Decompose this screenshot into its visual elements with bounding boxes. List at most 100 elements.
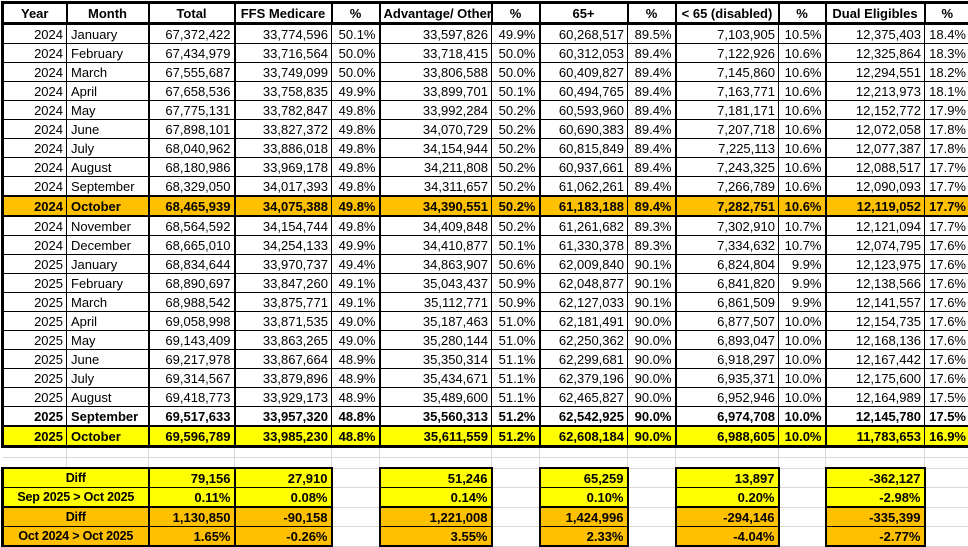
cell-under65-pct: 10.5% (779, 24, 826, 44)
cell-dual-pct: 17.6% (925, 312, 968, 331)
cell-ffs-pct: 49.8% (332, 158, 380, 177)
cell-under65-disabled: 7,302,910 (676, 216, 779, 236)
gridline-cell (332, 447, 380, 458)
cell-under65-pct: 10.7% (779, 236, 826, 255)
cell-total: 69,418,773 (149, 388, 235, 407)
summary-value-cell: 27,910 (235, 468, 332, 488)
cell-dual-pct: 18.2% (925, 63, 968, 82)
cell-ffs-medicare: 33,985,230 (235, 426, 332, 447)
cell-ffs-pct: 50.0% (332, 44, 380, 63)
cell-ffs-pct: 49.1% (332, 293, 380, 312)
summary-value-cell: -362,127 (826, 468, 925, 488)
cell-advantage-pct: 51.1% (492, 388, 540, 407)
cell-month: April (67, 82, 149, 101)
cell-year: 2024 (3, 120, 67, 139)
summary-gap-cell (779, 488, 826, 508)
table-row: 2025 May 69,143,409 33,863,265 49.0% 35,… (3, 331, 968, 350)
cell-advantage-other: 35,560,313 (380, 407, 492, 427)
cell-dual-eligibles: 12,152,772 (826, 101, 925, 120)
cell-advantage-other: 35,112,771 (380, 293, 492, 312)
cell-ffs-medicare: 33,879,896 (235, 369, 332, 388)
cell-advantage-other: 33,806,588 (380, 63, 492, 82)
cell-65plus-pct: 89.4% (628, 44, 676, 63)
cell-ffs-pct: 48.9% (332, 388, 380, 407)
gridline-cell (235, 458, 332, 469)
cell-under65-pct: 10.6% (779, 82, 826, 101)
cell-dual-pct: 18.4% (925, 24, 968, 44)
cell-advantage-other: 33,718,415 (380, 44, 492, 63)
cell-advantage-pct: 50.2% (492, 139, 540, 158)
cell-under65-disabled: 6,877,507 (676, 312, 779, 331)
table-row: 2024 November 68,564,592 34,154,744 49.8… (3, 216, 968, 236)
cell-advantage-other: 34,070,729 (380, 120, 492, 139)
cell-ffs-medicare: 33,957,320 (235, 407, 332, 427)
cell-advantage-pct: 50.6% (492, 255, 540, 274)
cell-65plus-pct: 90.0% (628, 426, 676, 447)
cell-total: 68,665,010 (149, 236, 235, 255)
cell-advantage-pct: 50.1% (492, 236, 540, 255)
table-row: 2025 January 68,834,644 33,970,737 49.4%… (3, 255, 968, 274)
cell-total: 68,329,050 (149, 177, 235, 197)
col-header-under65-pct: % (779, 3, 826, 24)
cell-dual-eligibles: 12,213,973 (826, 82, 925, 101)
gridline-cell (492, 458, 540, 469)
col-header-advantage-other: Advantage/ Other (380, 3, 492, 24)
cell-dual-eligibles: 12,145,780 (826, 407, 925, 427)
cell-year: 2024 (3, 24, 67, 44)
cell-ffs-pct: 49.8% (332, 196, 380, 216)
cell-advantage-pct: 50.2% (492, 196, 540, 216)
cell-dual-eligibles: 12,141,557 (826, 293, 925, 312)
table-row: 2025 February 68,890,697 33,847,260 49.1… (3, 274, 968, 293)
cell-ffs-medicare: 33,970,737 (235, 255, 332, 274)
cell-dual-pct: 17.5% (925, 407, 968, 427)
cell-under65-disabled: 7,103,905 (676, 24, 779, 44)
cell-65plus-pct: 89.4% (628, 177, 676, 197)
cell-total: 69,596,789 (149, 426, 235, 447)
cell-month: August (67, 388, 149, 407)
summary-gap-cell (779, 527, 826, 547)
cell-month: March (67, 63, 149, 82)
cell-month: November (67, 216, 149, 236)
cell-65plus-pct: 89.4% (628, 63, 676, 82)
cell-advantage-pct: 50.9% (492, 274, 540, 293)
cell-total: 67,555,687 (149, 63, 235, 82)
summary-gap-cell (925, 488, 968, 508)
cell-65plus: 61,183,188 (540, 196, 628, 216)
cell-under65-pct: 10.0% (779, 388, 826, 407)
cell-year: 2025 (3, 312, 67, 331)
table-row: 2024 February 67,434,979 33,716,564 50.0… (3, 44, 968, 63)
cell-total: 68,040,962 (149, 139, 235, 158)
cell-advantage-other: 34,410,877 (380, 236, 492, 255)
cell-under65-disabled: 6,893,047 (676, 331, 779, 350)
cell-ffs-pct: 49.9% (332, 82, 380, 101)
cell-65plus-pct: 89.4% (628, 139, 676, 158)
cell-dual-pct: 17.7% (925, 196, 968, 216)
summary-value-cell: -0.26% (235, 527, 332, 547)
summary-gap-cell (925, 507, 968, 527)
cell-65plus: 62,127,033 (540, 293, 628, 312)
cell-ffs-medicare: 34,254,133 (235, 236, 332, 255)
gridline-cell (540, 458, 628, 469)
cell-under65-disabled: 7,334,632 (676, 236, 779, 255)
col-header-advantage-pct: % (492, 3, 540, 24)
cell-advantage-other: 34,154,944 (380, 139, 492, 158)
cell-under65-pct: 10.6% (779, 139, 826, 158)
summary-value-cell: 1,221,008 (380, 507, 492, 527)
gridline-cell (779, 447, 826, 458)
cell-under65-pct: 10.0% (779, 312, 826, 331)
cell-advantage-other: 35,187,463 (380, 312, 492, 331)
table-row: 2024 April 67,658,536 33,758,835 49.9% 3… (3, 82, 968, 101)
gridline-cell (628, 447, 676, 458)
cell-dual-pct: 17.7% (925, 216, 968, 236)
cell-advantage-other: 35,611,559 (380, 426, 492, 447)
cell-dual-eligibles: 12,138,566 (826, 274, 925, 293)
cell-year: 2025 (3, 407, 67, 427)
cell-65plus-pct: 90.0% (628, 388, 676, 407)
col-header-total: Total (149, 3, 235, 24)
table-row: 2024 August 68,180,986 33,969,178 49.8% … (3, 158, 968, 177)
cell-under65-pct: 10.6% (779, 63, 826, 82)
cell-year: 2025 (3, 274, 67, 293)
cell-dual-eligibles: 12,375,403 (826, 24, 925, 44)
cell-month: June (67, 120, 149, 139)
